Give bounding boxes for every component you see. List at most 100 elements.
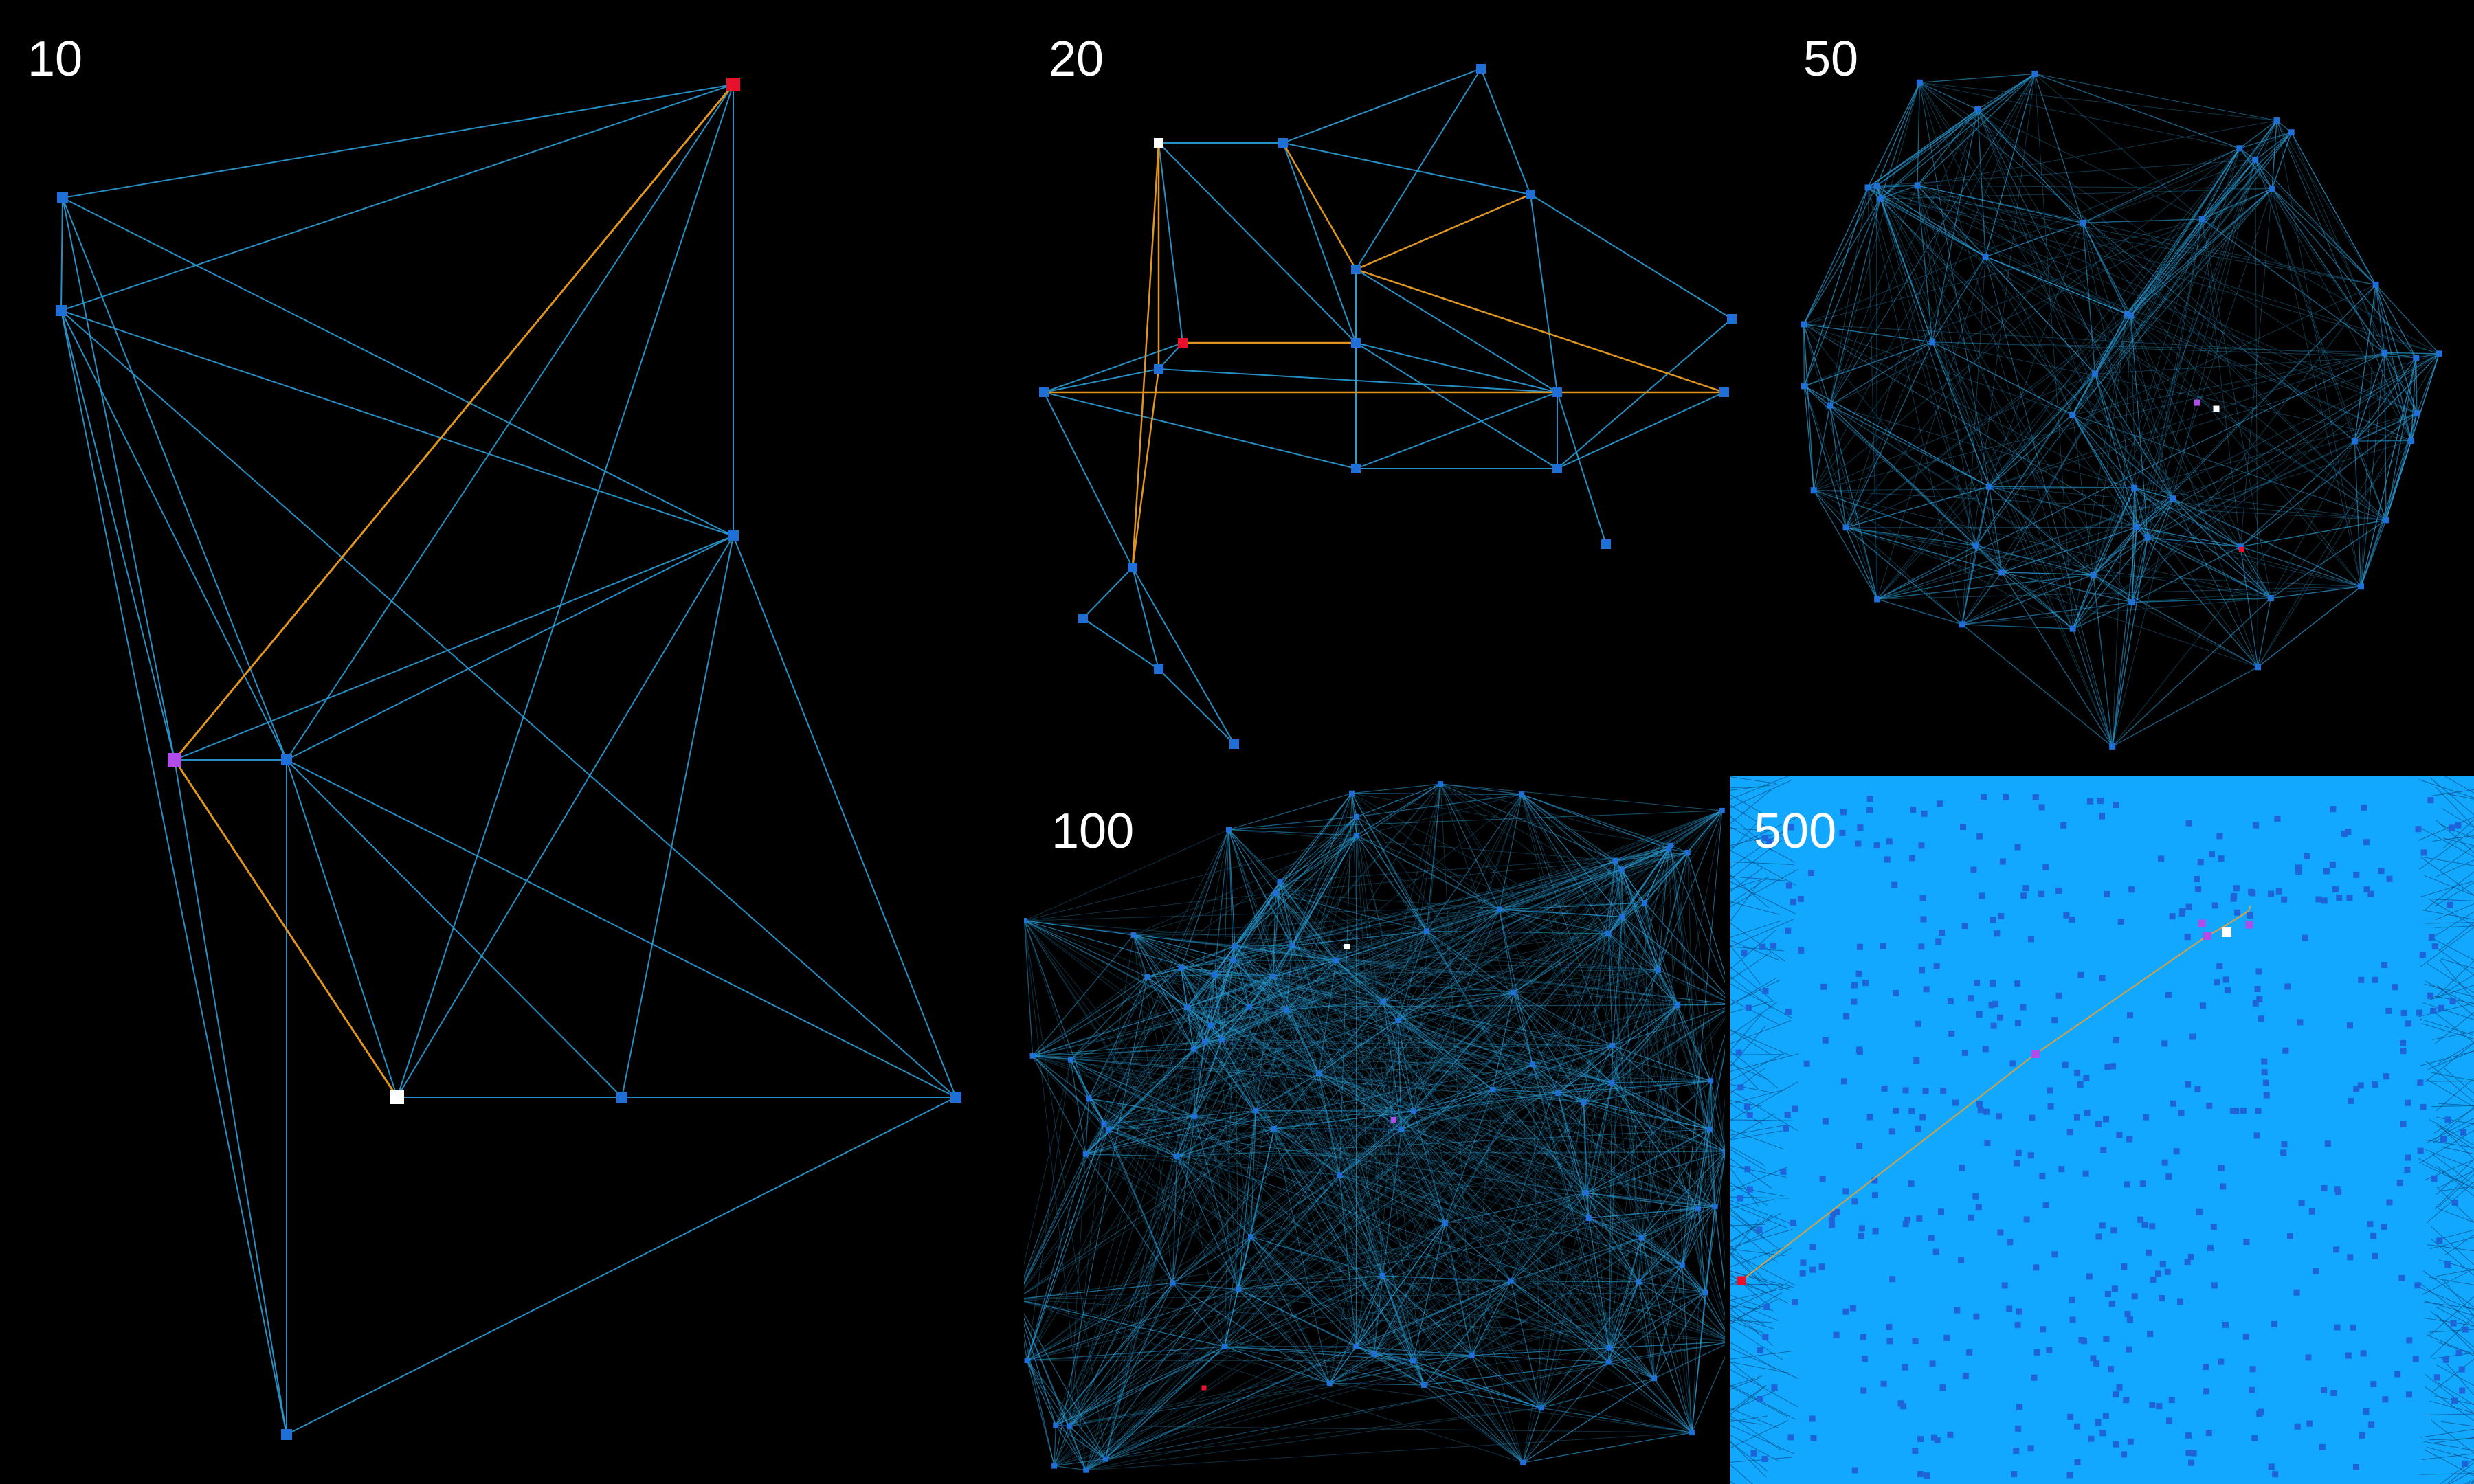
graph-node xyxy=(1874,596,1881,603)
graph-edge xyxy=(1876,82,1921,186)
graph-node xyxy=(2363,886,2370,893)
graph-edge xyxy=(1339,1175,1357,1347)
graph-edge xyxy=(1172,1275,1383,1283)
graph-node xyxy=(2455,1349,2462,1356)
graph-node xyxy=(2383,1073,2390,1080)
graph-edge xyxy=(1876,186,2094,575)
graph-edge xyxy=(1867,187,2083,223)
graph-edge xyxy=(1471,1355,1541,1408)
graph-edge xyxy=(1221,829,1229,1040)
graph-edge xyxy=(1069,1360,1413,1427)
graph-edge xyxy=(1714,1206,1725,1291)
graph-edge xyxy=(1024,920,1446,1224)
graph-edge xyxy=(1917,185,1986,258)
graph-node xyxy=(1975,1204,1982,1211)
graph-edge xyxy=(1730,1119,1793,1121)
graph-edge xyxy=(1089,992,1514,1099)
graph-node xyxy=(1759,943,1766,950)
graph-edge xyxy=(1412,1102,1584,1361)
graph-edge xyxy=(2131,284,2376,603)
graph-edge xyxy=(1085,1275,1383,1471)
graph-node xyxy=(1912,1338,1919,1345)
graph-edge xyxy=(1104,829,1229,1124)
graph-node xyxy=(1442,1220,1448,1226)
graph-node xyxy=(2427,797,2434,804)
graph-edge xyxy=(2425,1149,2474,1169)
graph-node xyxy=(2263,1092,2270,1099)
graph-edge xyxy=(1373,1275,1383,1354)
graph-edge xyxy=(2421,1023,2474,1039)
graph-canvas xyxy=(56,78,961,1440)
graph-edge xyxy=(2072,120,2277,629)
graph-edge xyxy=(2434,960,2474,999)
graph-edge xyxy=(2276,120,2376,285)
graph-edge xyxy=(1273,976,1612,1083)
graph-node xyxy=(1994,930,2001,937)
graph-edge xyxy=(1622,916,1725,998)
graph-edge xyxy=(1256,1110,1340,1176)
graph-edge xyxy=(1976,148,2240,546)
graph-edge xyxy=(1055,793,1352,1426)
graph-edge xyxy=(2136,526,2271,599)
graph-edge xyxy=(2255,159,2355,442)
graph-edge xyxy=(1088,892,1276,1099)
graph-edge xyxy=(1329,1355,1472,1384)
graph-edge xyxy=(1250,835,1357,1237)
graph-node xyxy=(2208,851,2215,858)
graph-edge xyxy=(1228,829,1293,946)
graph-edge xyxy=(1146,976,1205,1042)
graph-edge xyxy=(1557,1092,1590,1219)
graph-node xyxy=(2255,1108,2262,1114)
graph-node xyxy=(1833,1331,1840,1338)
graph-edge xyxy=(2439,846,2474,871)
graph-edge xyxy=(1730,789,1772,824)
graph-edge xyxy=(1730,1378,1759,1390)
graph-edge xyxy=(1374,1353,1413,1362)
graph-edge xyxy=(1989,486,2132,603)
start-node xyxy=(2213,405,2220,412)
graph-edge xyxy=(1133,934,1148,978)
graph-node xyxy=(1866,807,1873,813)
graph-edge xyxy=(1867,82,1920,188)
graph-edge xyxy=(1234,945,1655,1379)
graph-edge xyxy=(2276,120,2412,441)
graph-edge xyxy=(1804,188,2273,387)
graph-node xyxy=(2128,599,2135,606)
graph-edge xyxy=(1273,976,1590,1219)
graph-node xyxy=(1225,827,1232,833)
graph-edge xyxy=(1445,848,1669,1224)
graph-node xyxy=(2165,991,2172,998)
graph-edge xyxy=(1880,82,1921,199)
graph-edge xyxy=(1397,902,1645,1021)
graph-edge xyxy=(1027,881,1281,1361)
graph-edge xyxy=(1608,1281,1639,1362)
graph-node xyxy=(1939,1384,1946,1391)
graph-edge xyxy=(1919,82,2240,149)
graph-node xyxy=(2077,971,2084,978)
graph-edge xyxy=(1104,1048,1194,1124)
graph-edge xyxy=(2034,73,2277,122)
graph-edge xyxy=(1638,1281,1693,1433)
graph-node xyxy=(2194,876,2200,883)
graph-node xyxy=(1989,980,1996,987)
graph-edge xyxy=(1803,187,1869,325)
graph-edge xyxy=(1583,1102,1587,1193)
graph-node xyxy=(1585,1215,1592,1221)
graph-edge xyxy=(1668,848,1725,984)
graph-edge xyxy=(1813,490,2073,629)
graph-edge xyxy=(1867,187,2241,548)
graph-edge xyxy=(1493,1089,1584,1103)
graph-edge xyxy=(2432,1352,2474,1359)
graph-edge xyxy=(1867,109,1979,188)
graph-edge xyxy=(1214,974,1414,1112)
graph-edge xyxy=(1024,860,1616,1294)
graph-edge xyxy=(2425,1078,2474,1108)
graph-node xyxy=(1520,1459,1526,1465)
graph-edge xyxy=(1103,1123,1174,1283)
graph-node xyxy=(2345,1352,2352,1359)
graph-edge xyxy=(1214,974,1613,1046)
graph-edge xyxy=(1105,1217,1590,1460)
graph-edge xyxy=(1608,1046,1613,1348)
graph-node xyxy=(2251,1435,2258,1441)
graph-edge xyxy=(1511,1193,1587,1281)
